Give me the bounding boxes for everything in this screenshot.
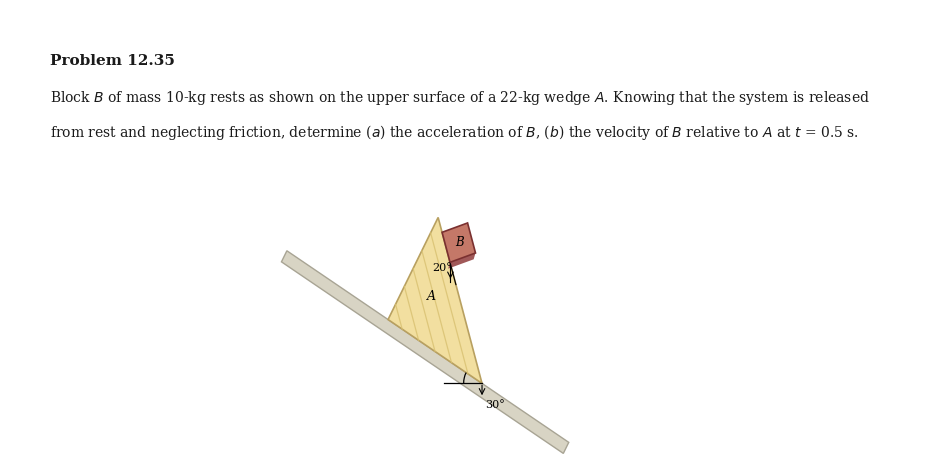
Text: A: A — [428, 290, 436, 304]
Polygon shape — [388, 218, 482, 383]
Text: Problem 12.35: Problem 12.35 — [50, 54, 175, 68]
Polygon shape — [282, 251, 569, 454]
Text: 20°: 20° — [432, 263, 452, 273]
Text: Block $B$ of mass 10-kg rests as shown on the upper surface of a 22-kg wedge $A$: Block $B$ of mass 10-kg rests as shown o… — [50, 89, 870, 107]
Polygon shape — [448, 253, 476, 268]
Text: 30°: 30° — [485, 400, 505, 410]
Polygon shape — [442, 223, 476, 262]
Text: from rest and neglecting friction, determine ($a$) the acceleration of $B$, ($b$: from rest and neglecting friction, deter… — [50, 123, 859, 142]
Text: B: B — [455, 236, 464, 249]
